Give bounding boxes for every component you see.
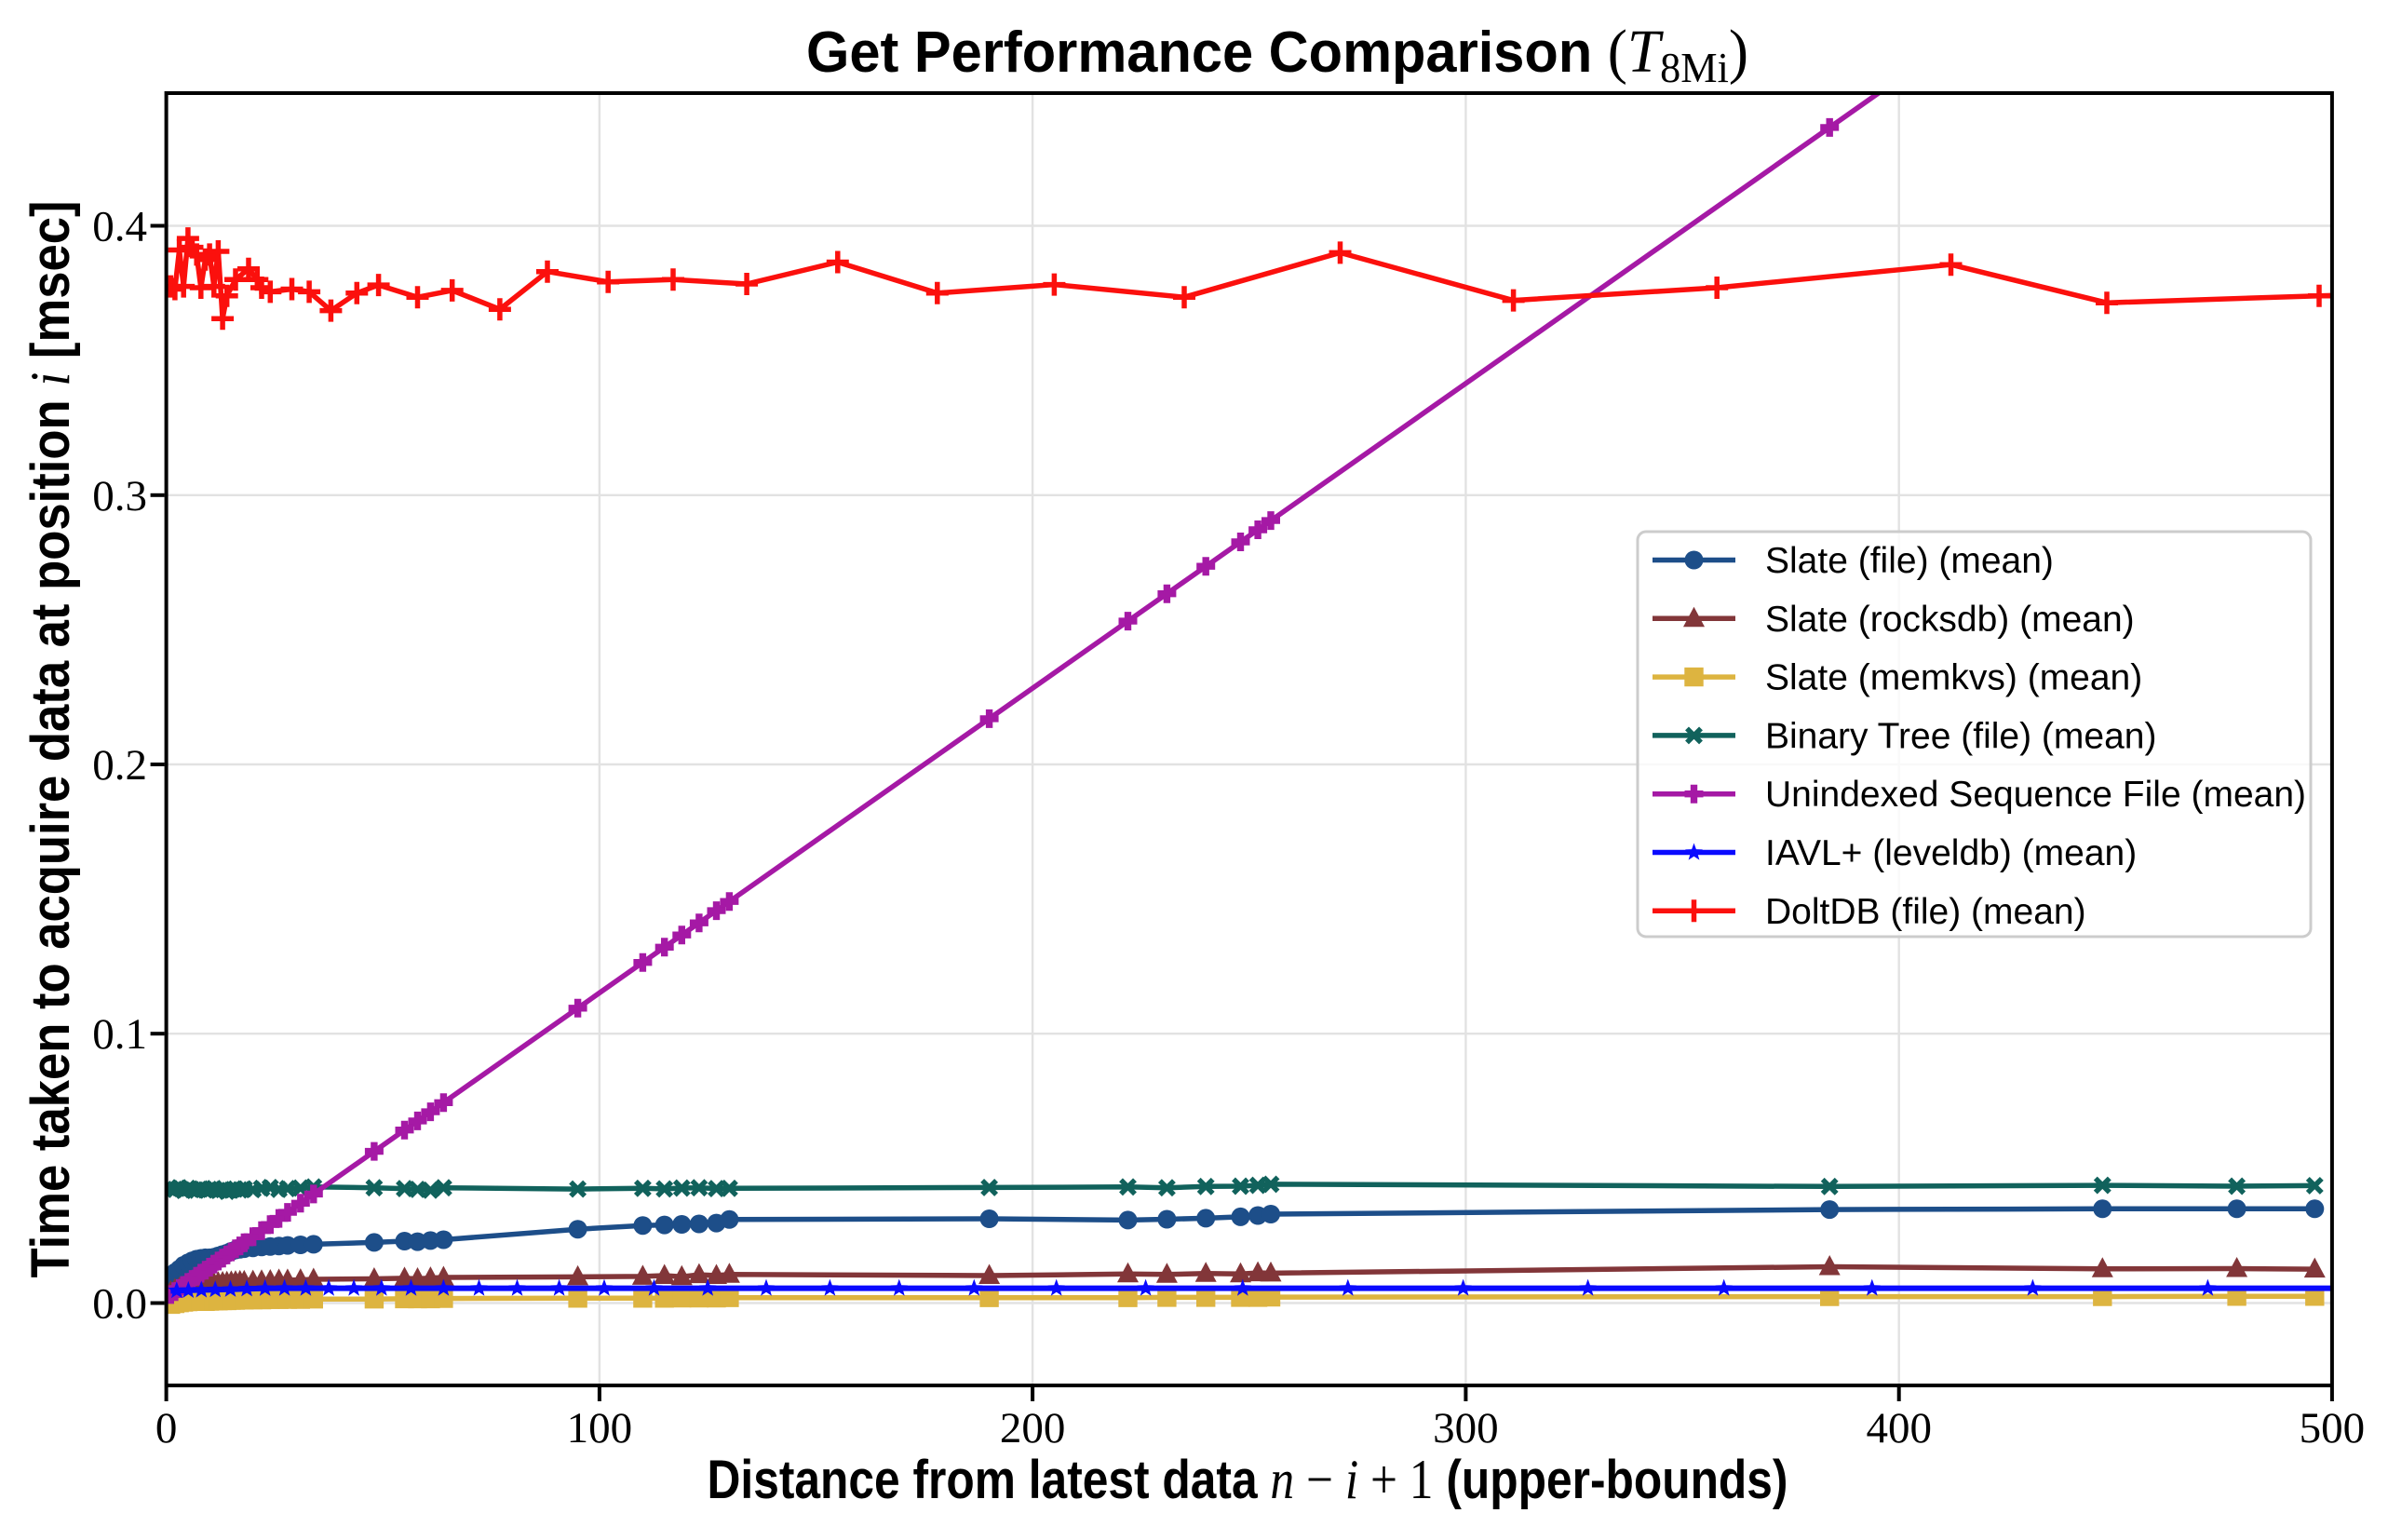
svg-text:300: 300 [1433,1404,1499,1452]
svg-text:Unindexed Sequence File (mean): Unindexed Sequence File (mean) [1765,775,2306,815]
svg-text:DoltDB (file) (mean): DoltDB (file) (mean) [1765,892,2086,932]
svg-text:Slate (memkvs) (mean): Slate (memkvs) (mean) [1765,658,2142,698]
svg-text:100: 100 [567,1404,633,1452]
svg-text:0.1: 0.1 [92,1010,147,1059]
svg-text:200: 200 [1000,1404,1066,1452]
svg-text:0.3: 0.3 [92,472,147,520]
svg-text:400: 400 [1866,1404,1932,1452]
svg-text:Slate (rocksdb) (mean): Slate (rocksdb) (mean) [1765,600,2135,640]
svg-text:Time taken to acquire data at: Time taken to acquire data at position i… [20,201,81,1278]
svg-text:0.2: 0.2 [92,741,147,790]
svg-text:IAVL+ (leveldb) (mean): IAVL+ (leveldb) (mean) [1765,833,2137,873]
svg-text:Distance from latest data n −: Distance from latest data n − i + 1 (upp… [708,1449,1788,1510]
svg-text:0: 0 [155,1404,178,1452]
svg-text:0.4: 0.4 [92,203,147,251]
svg-text:Slate (file) (mean): Slate (file) (mean) [1765,541,2054,581]
svg-text:Binary Tree (file) (mean): Binary Tree (file) (mean) [1765,716,2156,756]
svg-text:Get Performance Comparison (T8: Get Performance Comparison (T8Mi) [806,18,1748,91]
svg-text:500: 500 [2300,1404,2366,1452]
svg-text:0.0: 0.0 [92,1280,147,1329]
